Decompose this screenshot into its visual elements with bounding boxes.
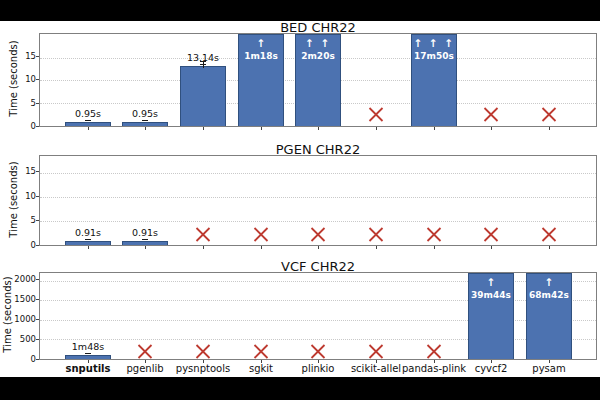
error-bar-cap	[85, 239, 91, 240]
x-tick-mark	[318, 127, 319, 130]
x-tick-mark	[376, 246, 377, 249]
error-bar-cap	[85, 353, 91, 354]
x-tick-mark	[549, 127, 550, 130]
gridline	[40, 173, 596, 174]
bar-bed-snputils	[65, 122, 111, 126]
y-tick-mark	[36, 126, 39, 127]
error-bar-cap	[142, 120, 148, 121]
x-icon	[195, 343, 211, 359]
bar-value-label: 0.91s	[105, 227, 185, 238]
y-tick-mark	[36, 103, 39, 104]
bar-bed-pgenlib	[122, 122, 168, 126]
fail-x-mark	[541, 226, 557, 242]
gridline	[40, 221, 596, 222]
x-icon	[137, 343, 153, 359]
x-icon	[310, 343, 326, 359]
x-tick-mark	[434, 127, 435, 130]
fail-x-mark	[310, 343, 326, 359]
x-tick-mark	[261, 127, 262, 130]
fail-x-mark	[195, 226, 211, 242]
x-icon	[195, 226, 211, 242]
offscale-time-label: 68m42s	[509, 290, 589, 301]
fail-x-mark	[137, 343, 153, 359]
x-tick-mark	[549, 246, 550, 249]
bar-bed-pysnptools	[180, 66, 226, 126]
x-tick-mark	[203, 246, 204, 249]
fail-x-mark	[426, 343, 442, 359]
fail-x-mark	[368, 106, 384, 122]
y-tick-mark	[36, 359, 39, 360]
y-tick-mark	[36, 220, 39, 221]
x-tick-mark	[261, 246, 262, 249]
figure: BED CHR22051015Time (seconds)0.95s0.95s1…	[0, 21, 600, 377]
y-tick-mark	[36, 196, 39, 197]
offscale-arrows: ↑ ↑	[278, 37, 358, 49]
bar-value-label: 0.95s	[105, 108, 185, 119]
x-tick-mark	[88, 127, 89, 130]
x-icon	[368, 226, 384, 242]
offscale-arrows: ↑ ↑ ↑	[394, 37, 474, 49]
y-tick-mark	[36, 171, 39, 172]
x-tick-mark	[434, 246, 435, 249]
bar-pgen-snputils	[65, 241, 111, 245]
bar-value-label: 1m48s	[48, 341, 128, 352]
fail-x-mark	[483, 106, 499, 122]
bar-pgen-pgenlib	[122, 241, 168, 245]
x-tick-mark	[491, 127, 492, 130]
x-icon	[368, 343, 384, 359]
y-tick-mark	[36, 245, 39, 246]
fail-x-mark	[426, 226, 442, 242]
fail-x-mark	[195, 343, 211, 359]
x-icon	[483, 226, 499, 242]
x-icon	[426, 343, 442, 359]
x-icon	[253, 226, 269, 242]
y-tick-mark	[36, 56, 39, 57]
x-icon	[253, 343, 269, 359]
fail-x-mark	[368, 343, 384, 359]
x-icon	[368, 106, 384, 122]
x-tick-mark	[491, 246, 492, 249]
x-icon	[310, 226, 326, 242]
x-tick-mark	[88, 246, 89, 249]
fail-x-mark	[541, 106, 557, 122]
x-tick-mark	[376, 127, 377, 130]
y-axis-label-2: Time (seconds)	[2, 271, 13, 359]
y-tick-mark	[36, 299, 39, 300]
error-bar-cap	[142, 239, 148, 240]
y-axis-label-1: Time (seconds)	[8, 154, 19, 245]
y-axis-label-0: Time (seconds)	[8, 32, 19, 126]
y-tick-mark	[36, 319, 39, 320]
fail-x-mark	[368, 226, 384, 242]
x-icon	[426, 226, 442, 242]
x-tick-mark	[203, 127, 204, 130]
x-icon	[541, 226, 557, 242]
offscale-time-label: 2m20s	[278, 51, 358, 62]
x-tick-mark	[318, 246, 319, 249]
x-tick-mark	[145, 127, 146, 130]
x-icon	[541, 106, 557, 122]
x-icon	[483, 106, 499, 122]
x-category-label-pysam: pysam	[504, 363, 594, 375]
fail-x-mark	[310, 226, 326, 242]
y-tick-mark	[36, 339, 39, 340]
fail-x-mark	[253, 226, 269, 242]
y-tick-mark	[36, 279, 39, 280]
x-tick-mark	[145, 246, 146, 249]
bar-vcf-snputils	[65, 355, 111, 359]
gridline	[40, 197, 596, 198]
error-bar-cap	[85, 120, 91, 121]
screenshot-canvas: { "colors": { "canvas_background": "#000…	[0, 0, 600, 400]
fail-x-mark	[483, 226, 499, 242]
offscale-arrows: ↑	[509, 276, 589, 288]
offscale-time-label: 17m50s	[394, 51, 474, 62]
fail-x-mark	[253, 343, 269, 359]
y-tick-mark	[36, 79, 39, 80]
